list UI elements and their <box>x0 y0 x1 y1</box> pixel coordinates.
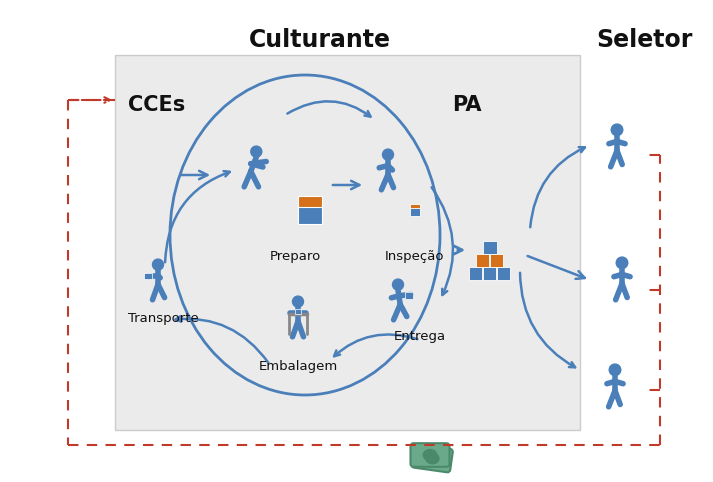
Text: Culturante: Culturante <box>249 28 391 52</box>
Circle shape <box>611 124 622 135</box>
FancyBboxPatch shape <box>411 444 453 472</box>
Bar <box>468 267 482 280</box>
Text: Seletor: Seletor <box>596 28 692 52</box>
Bar <box>483 267 496 280</box>
Text: CCEs: CCEs <box>128 95 185 115</box>
Circle shape <box>609 364 621 375</box>
Bar <box>405 292 413 299</box>
Bar <box>490 254 503 267</box>
Text: Inspeção: Inspeção <box>385 250 445 263</box>
Ellipse shape <box>425 452 440 465</box>
Circle shape <box>616 257 627 268</box>
Text: Transporte: Transporte <box>128 312 198 325</box>
Circle shape <box>382 149 394 160</box>
Bar <box>410 204 420 216</box>
Circle shape <box>251 146 262 157</box>
Bar <box>476 254 489 267</box>
Text: Embalagem: Embalagem <box>258 360 338 373</box>
Circle shape <box>392 279 404 290</box>
Bar <box>294 309 302 314</box>
Ellipse shape <box>423 449 437 461</box>
Bar <box>144 273 152 280</box>
Bar <box>298 196 322 224</box>
Text: Preparo: Preparo <box>270 250 321 263</box>
Bar <box>298 196 322 207</box>
Text: PA: PA <box>452 95 481 115</box>
FancyBboxPatch shape <box>115 55 580 430</box>
Bar <box>497 267 511 280</box>
Circle shape <box>153 259 163 270</box>
Bar <box>410 204 420 208</box>
Bar <box>483 241 496 254</box>
Circle shape <box>292 296 304 307</box>
Text: Entrega: Entrega <box>394 330 446 343</box>
FancyBboxPatch shape <box>411 443 449 467</box>
